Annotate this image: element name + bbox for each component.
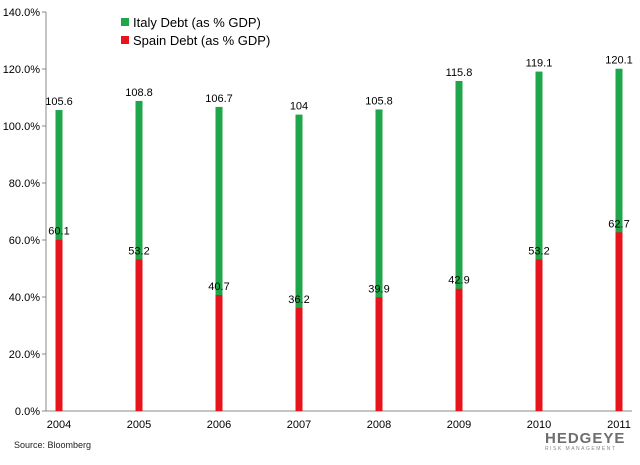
italy-bar (295, 114, 303, 411)
spain-bar (535, 259, 543, 411)
italy-data-label: 105.8 (365, 95, 393, 107)
legend: Italy Debt (as % GDP) Spain Debt (as % GD… (121, 15, 270, 48)
y-tick-label: 100.0% (3, 121, 41, 133)
x-tick-label: 2010 (527, 419, 551, 431)
y-tick-label: 60.0% (9, 235, 40, 247)
y-tick-label: 40.0% (9, 292, 40, 304)
italy-bar (375, 109, 383, 411)
x-tick-label: 2011 (607, 419, 631, 431)
data-labels: 105.6 108.8 106.7 104 105.8 115.8 119.1 120.1 60… (45, 55, 633, 306)
spain-data-label: 39.9 (368, 283, 389, 295)
x-tick-label: 2006 (207, 419, 231, 431)
spain-data-label: 42.9 (448, 275, 469, 287)
spain-bar (615, 232, 623, 411)
spain-data-label: 36.2 (288, 294, 309, 306)
x-tick-label: 2005 (127, 419, 151, 431)
italy-legend-label: Italy Debt (as % GDP) (133, 15, 261, 30)
y-tick-label: 120.0% (3, 64, 41, 76)
y-tick-label: 80.0% (9, 178, 40, 190)
brand-tagline: RISK MANAGEMENT (545, 446, 617, 452)
spain-data-label: 53.2 (128, 245, 149, 257)
spain-data-label: 62.7 (608, 218, 629, 230)
y-tick-label: 20.0% (9, 349, 40, 361)
spain-bar (215, 295, 223, 411)
x-tick-label: 2004 (47, 419, 71, 431)
spain-bar (135, 259, 143, 411)
x-tick-label: 2008 (367, 419, 391, 431)
italy-data-label: 106.7 (205, 93, 233, 105)
x-axis: 2004 2005 2006 2007 2008 2009 2010 2011 (46, 410, 632, 431)
italy-data-label: 105.6 (45, 96, 73, 108)
italy-data-label: 119.1 (526, 58, 553, 70)
italy-data-label: 108.8 (125, 87, 153, 99)
spain-bar (455, 288, 463, 411)
spain-legend-label: Spain Debt (as % GDP) (133, 33, 270, 48)
spain-legend-swatch (121, 36, 129, 44)
spain-data-label: 60.1 (48, 226, 69, 238)
italy-data-label: 104 (290, 101, 308, 113)
spain-bar (375, 297, 383, 411)
source-note: Source: Bloomberg (14, 440, 92, 450)
italy-bar (535, 71, 543, 411)
spain-bar (55, 239, 63, 411)
y-axis: 0.0% 20.0% 40.0% 60.0% 80.0% 100.0% 120.0% 140.… (3, 7, 47, 418)
italy-data-label: 115.8 (446, 67, 473, 79)
x-tick-label: 2007 (287, 419, 311, 431)
x-tick-label: 2009 (447, 419, 471, 431)
y-tick-label: 140.0% (3, 7, 41, 19)
spain-data-label: 53.2 (528, 245, 549, 257)
y-tick-label: 0.0% (15, 406, 40, 418)
bars (55, 68, 623, 412)
italy-data-label: 120.1 (605, 55, 633, 67)
brand-logo: HEDGEYE RISK MANAGEMENT (545, 431, 631, 453)
spain-bar (295, 307, 303, 411)
italy-legend-swatch (121, 18, 129, 26)
italy-bar (135, 100, 143, 412)
spain-data-label: 40.7 (208, 281, 229, 293)
italy-bar (455, 80, 463, 411)
italy-bar (215, 106, 223, 411)
brand-name: HEDGEYE (545, 430, 626, 447)
